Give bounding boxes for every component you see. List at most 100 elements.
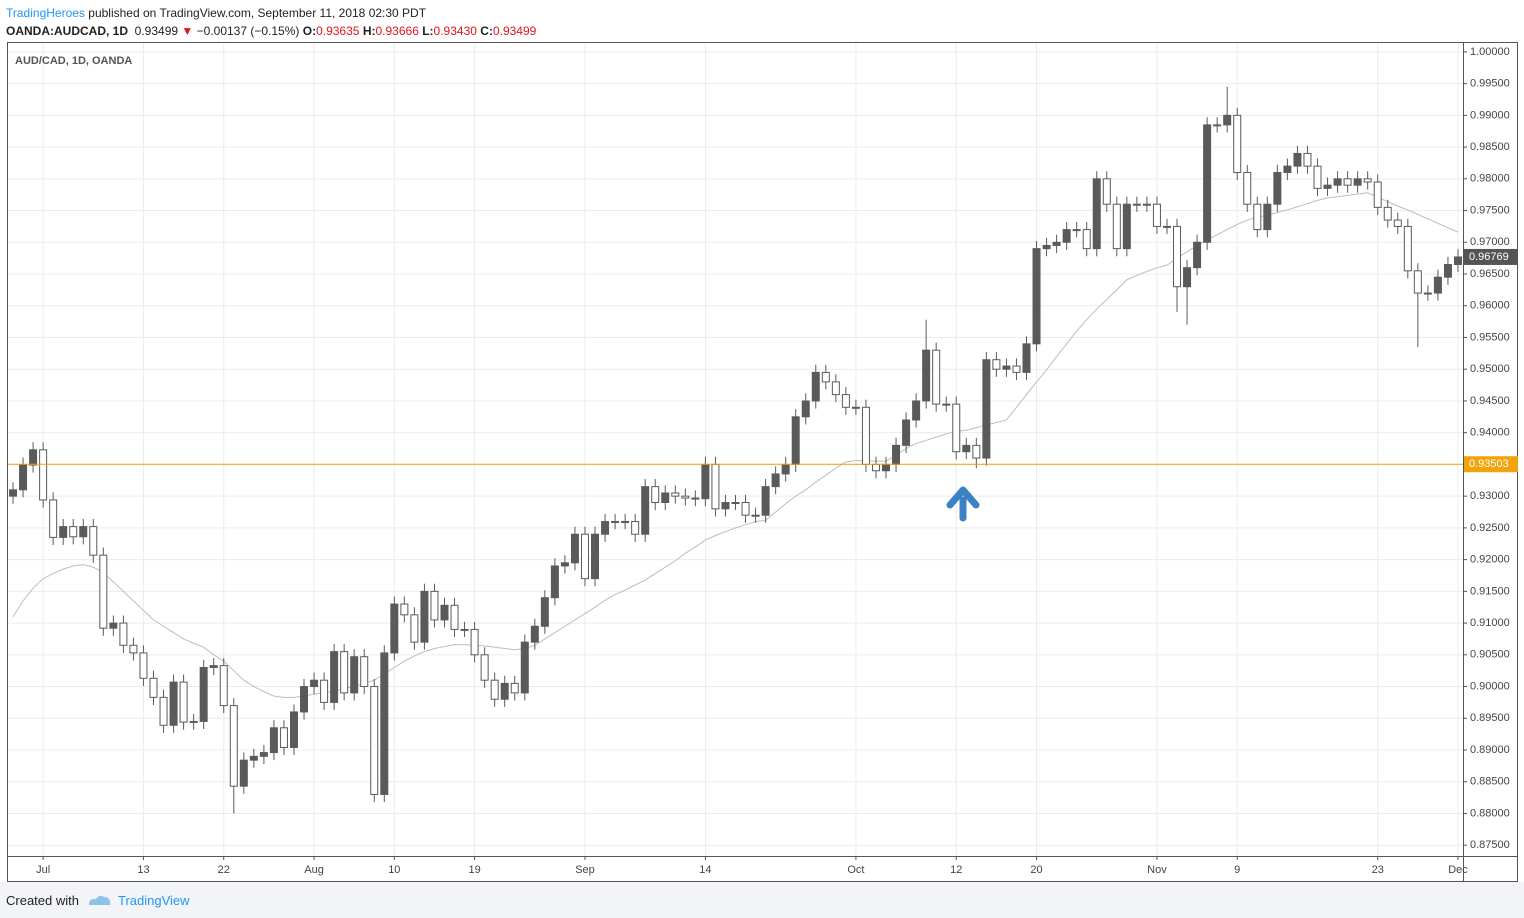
candle-body [1233, 114, 1242, 173]
candle-body [1022, 343, 1031, 373]
l-label: L: [422, 24, 434, 38]
candle-body [1433, 276, 1442, 294]
annotation-arrow [946, 486, 980, 522]
x-tick-label: Jul [36, 864, 50, 876]
candle-body [651, 486, 660, 503]
candle-body [601, 521, 610, 535]
candle-body [269, 727, 278, 754]
y-tick-label: 0.96500 [1470, 268, 1510, 280]
candle-body [781, 463, 790, 475]
candle-body [219, 665, 228, 707]
candle-body [591, 533, 600, 580]
level-label-bg [1464, 456, 1518, 473]
candle-body [580, 533, 589, 580]
candle-body [560, 562, 569, 567]
y-tick-label: 0.88000 [1470, 807, 1510, 819]
y-tick-label: 0.90000 [1470, 680, 1510, 692]
candle-body [1383, 206, 1392, 221]
candle-body [540, 597, 549, 627]
created-with: Created with [6, 893, 79, 908]
last-price-bg [1464, 248, 1518, 265]
x-tick-label: 14 [699, 864, 711, 876]
c-value: 0.93499 [492, 24, 537, 38]
candle-body [99, 554, 108, 629]
candle-body [159, 696, 168, 726]
y-tick-label: 0.98000 [1470, 173, 1510, 185]
candle-body [1152, 203, 1161, 227]
x-tick-label: 10 [388, 864, 400, 876]
candle-body [611, 521, 620, 524]
candle-body [330, 651, 339, 703]
candle-body [1423, 292, 1432, 295]
y-tick-label: 0.89500 [1470, 712, 1510, 724]
x-tick-label: Dec [1448, 864, 1468, 876]
candle-body [1072, 229, 1081, 232]
moving-average [12, 192, 1459, 698]
y-tick-label: 0.95500 [1470, 331, 1510, 343]
candle-body [1393, 219, 1402, 227]
x-tick-label: 9 [1234, 864, 1240, 876]
marks [8, 86, 1463, 814]
candle-body [1132, 203, 1141, 206]
candle-body [871, 463, 880, 472]
candle-body [1363, 178, 1372, 183]
candle-body [882, 463, 891, 472]
candle-body [1042, 244, 1051, 250]
x-tick-label: 20 [1030, 864, 1042, 876]
candle-body [440, 604, 449, 621]
candle-body [139, 652, 148, 679]
candle-body [510, 682, 519, 694]
x-tick-label: 23 [1372, 864, 1384, 876]
x-tick-label: Sep [575, 864, 595, 876]
candle-body [1162, 225, 1171, 228]
brand-link[interactable]: TradingView [118, 893, 190, 908]
candle-body [1313, 165, 1322, 189]
last-price-label: 0.96769 [1469, 251, 1509, 263]
candle-body [1283, 165, 1292, 173]
candle-body [49, 499, 58, 538]
candle-body [69, 526, 78, 538]
candle-body [1052, 241, 1061, 246]
y-tick-label: 1.00000 [1470, 46, 1510, 58]
candle-body [892, 444, 901, 465]
candle-body [1183, 267, 1192, 288]
candle-body [1413, 270, 1422, 294]
candle-body [239, 759, 248, 787]
candle-body [500, 682, 509, 700]
candle-body [1102, 178, 1111, 205]
candle-body [1403, 225, 1412, 272]
publisher-link[interactable]: TradingHeroes [6, 6, 85, 20]
candle-body [450, 604, 459, 630]
candle-body [1443, 263, 1452, 278]
candle-body [490, 679, 499, 700]
candle-body [59, 526, 68, 538]
candle-body [711, 463, 720, 510]
chart: AUD/CAD, 1D, OANDA 0.87500 0.88000 0.88500… [7, 42, 1518, 882]
candle-body [1213, 124, 1222, 127]
candle-body [1343, 178, 1352, 186]
candle-body [550, 565, 559, 599]
h-value: 0.93666 [375, 24, 419, 38]
candle-body [300, 686, 309, 713]
candle-body [641, 486, 650, 535]
candle-body [370, 686, 379, 795]
published-text: published on TradingView.com, September … [88, 6, 427, 20]
candle-body [902, 419, 911, 446]
candle-body [811, 371, 820, 402]
candle-body [1273, 171, 1282, 205]
candle-body [79, 526, 88, 538]
candle-body [942, 403, 951, 406]
y-tick-label: 0.91500 [1470, 585, 1510, 597]
candle-body [821, 371, 830, 383]
candle-body [1293, 152, 1302, 167]
y-tick-label: 0.89000 [1470, 744, 1510, 756]
candle-body [530, 625, 539, 643]
candle-body [340, 651, 349, 694]
candle-body [791, 416, 800, 465]
candle-body [279, 727, 288, 748]
header: TradingHeroes published on TradingView.c… [6, 4, 536, 40]
candle-body [1243, 171, 1252, 205]
candle-body [851, 406, 860, 409]
y-tick-label: 0.91000 [1470, 617, 1510, 629]
candle-body [922, 349, 931, 402]
